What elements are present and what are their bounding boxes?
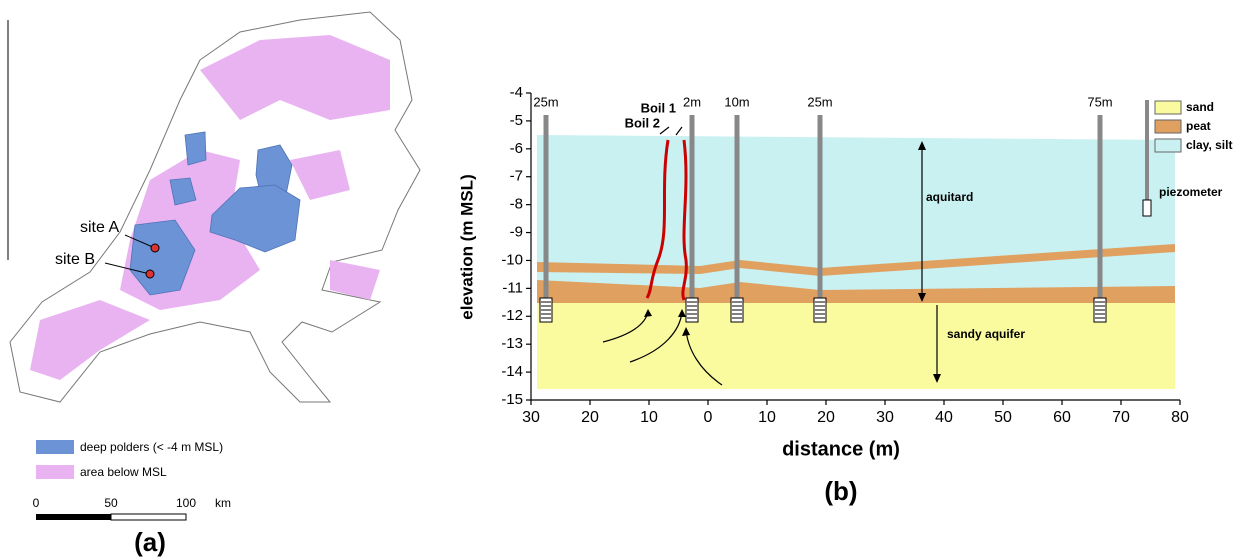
y-tick-label: -8: [510, 196, 523, 213]
legend-label: sand: [1186, 100, 1214, 114]
scale-label: 0: [33, 496, 40, 510]
x-tick-label: 30: [876, 409, 894, 426]
legend-screen: [1142, 199, 1152, 217]
y-tick-label: -6: [510, 140, 523, 157]
x-tick-label: 80: [1171, 409, 1189, 426]
sand-layer: [537, 302, 1175, 389]
x-tick-label: 10: [758, 409, 776, 426]
clay-layer: [537, 135, 1175, 305]
x-axis-title: distance (m): [782, 438, 900, 460]
layer-label: aquitard: [926, 190, 973, 204]
x-tick-label: 50: [994, 409, 1012, 426]
y-tick-label: -9: [510, 224, 523, 241]
x-tick-label: 0: [704, 409, 713, 426]
x-tick-label: 10: [640, 409, 658, 426]
site-label: site A: [80, 219, 119, 236]
legend-label: clay, silt: [1186, 138, 1232, 152]
arrowheads: [644, 141, 941, 383]
peat-layer: [537, 280, 1175, 303]
piezometer-label: 25m: [807, 94, 832, 109]
boil-label: Boil 1: [641, 100, 676, 115]
peat-layer: [537, 244, 1175, 276]
scale-bar: [36, 514, 111, 520]
site-marker: [145, 269, 155, 279]
y-tick-label: -5: [510, 112, 523, 129]
site-pointer: [104, 262, 151, 275]
cross-section: [537, 126, 1175, 389]
scale-label: 50: [104, 496, 118, 510]
layer-label: sandy aquifer: [947, 327, 1025, 341]
x-tick-label: 30: [522, 409, 540, 426]
y-axis-title: elevation (m MSL): [457, 174, 476, 319]
x-tick-label: 70: [1112, 409, 1130, 426]
site-marker: [150, 243, 160, 253]
piezometer-label: 75m: [1087, 94, 1112, 109]
y-tick-label: -10: [501, 251, 523, 268]
y-tick-label: -12: [501, 307, 523, 324]
panel-label: (a): [134, 527, 166, 557]
y-tick-label: -14: [501, 363, 523, 380]
piezometer-label: 2m: [683, 94, 701, 109]
y-tick-label: -4: [510, 84, 523, 101]
flow-arrows: [602, 126, 938, 386]
legend-swatch: [1154, 138, 1182, 153]
panel-label: (b): [824, 476, 857, 506]
legend-swatch: [36, 440, 74, 454]
scale-bar: [110, 513, 187, 521]
boil-channel: [645, 139, 670, 299]
legend-label: peat: [1186, 119, 1211, 133]
map: site A site B deep polders (< -4 m MSL) …: [7, 11, 421, 557]
x-tick-label: 40: [935, 409, 953, 426]
legend-swatch: [36, 465, 74, 479]
legend-swatch: [1154, 100, 1182, 115]
legend-label: area below MSL: [80, 465, 167, 479]
scale-label: km: [215, 496, 231, 510]
boil-label: Boil 2: [625, 115, 660, 130]
scale-label: 100: [176, 496, 196, 510]
x-tick-label: 20: [581, 409, 599, 426]
y-tick-label: -13: [501, 335, 523, 352]
site-label: site B: [55, 251, 95, 268]
legend-label: deep polders (< -4 m MSL): [80, 440, 223, 454]
site-pointer: [124, 234, 156, 249]
legend-label: piezometer: [1159, 185, 1223, 199]
piezometer-label: 25m: [533, 94, 558, 109]
boil-channel: [681, 139, 688, 301]
x-tick-label: 60: [1053, 409, 1071, 426]
y-tick-label: -15: [501, 391, 523, 408]
y-tick-label: -11: [502, 279, 523, 296]
legend-swatch: [1154, 119, 1182, 134]
y-tick-label: -7: [510, 168, 523, 185]
piezometer-label: 10m: [724, 94, 749, 109]
x-tick-label: 20: [817, 409, 835, 426]
